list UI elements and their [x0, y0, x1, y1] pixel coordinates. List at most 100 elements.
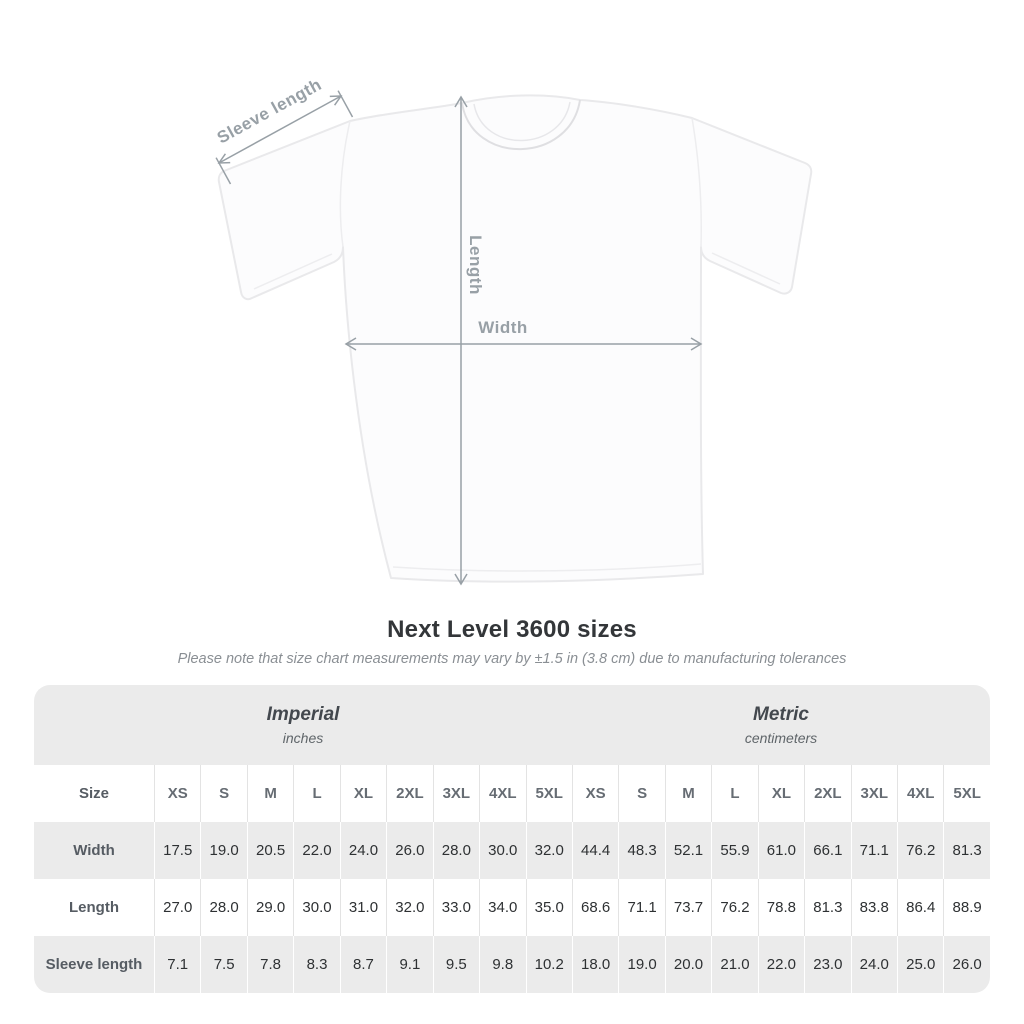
value-cell: 19.0	[618, 936, 664, 993]
size-cell: 2XL	[386, 765, 432, 822]
value-cell: 26.0	[386, 822, 432, 879]
unit-header-band: Imperial inches Metric centimeters	[34, 685, 990, 765]
value-cell: 55.9	[711, 822, 757, 879]
value-cell: 68.6	[571, 879, 618, 936]
value-cell: 52.1	[664, 822, 711, 879]
value-cell: 86.4	[897, 879, 943, 936]
value-cell: 88.9	[943, 879, 989, 936]
value-cell: 8.3	[293, 936, 339, 993]
size-cell: S	[618, 765, 664, 822]
size-table-grid: Size XS S M L XL 2XL 3XL 4XL 5XL XS S M L XL 2XL 3XL 4XL 5…	[34, 765, 990, 993]
size-cell: L	[293, 765, 339, 822]
value-cell: 9.1	[386, 936, 432, 993]
value-cell: 26.0	[943, 936, 989, 993]
width-label: Width	[478, 318, 528, 337]
size-cell: 4XL	[897, 765, 943, 822]
size-cell: XS	[154, 765, 200, 822]
value-cell: 17.5	[154, 822, 200, 879]
row-label: Size	[78, 785, 109, 802]
value-cell: 29.0	[246, 879, 293, 936]
table-header-row: Size XS S M L XL 2XL 3XL 4XL 5XL XS S M L XL 2XL 3XL 4XL 5…	[34, 765, 990, 822]
value-cell: 7.8	[246, 936, 293, 993]
value-cell: 20.0	[664, 936, 711, 993]
value-cell: 30.0	[293, 879, 339, 936]
value-cell: 35.0	[525, 879, 572, 936]
value-cell: 33.0	[432, 879, 479, 936]
imperial-label: Imperial	[266, 704, 340, 725]
length-arrow	[454, 95, 468, 586]
value-cell: 31.0	[339, 879, 386, 936]
size-cell: M	[246, 765, 293, 822]
size-cell: XL	[757, 765, 804, 822]
value-cell: 32.0	[386, 879, 432, 936]
value-cell: 78.8	[757, 879, 804, 936]
sleeve-length-arrow	[215, 90, 354, 185]
value-cell: 27.0	[154, 879, 200, 936]
tolerance-note: Please note that size chart measurements…	[177, 651, 847, 667]
table-row: Length 27.0 28.0 29.0 30.0 31.0 32.0 33.0 34.0 35…	[34, 879, 990, 936]
value-cell: 81.3	[804, 879, 850, 936]
size-cell: S	[200, 765, 246, 822]
length-label: Length	[466, 235, 485, 295]
value-cell: 34.0	[479, 879, 525, 936]
imperial-unit-header: Imperial inches	[34, 685, 572, 765]
value-cell: 71.1	[850, 822, 897, 879]
size-table: Imperial inches Metric centimeters Size X…	[34, 685, 990, 993]
value-cell: 24.0	[339, 822, 386, 879]
value-cell: 28.0	[432, 822, 479, 879]
value-cell: 30.0	[479, 822, 525, 879]
value-cell: 21.0	[711, 936, 757, 993]
value-cell: 83.8	[850, 879, 897, 936]
value-cell: 32.0	[525, 822, 572, 879]
value-cell: 61.0	[757, 822, 804, 879]
size-cell: 5XL	[943, 765, 989, 822]
row-label: Width	[73, 842, 115, 859]
value-cell: 22.0	[757, 936, 804, 993]
value-cell: 71.1	[618, 879, 664, 936]
value-cell: 28.0	[200, 879, 246, 936]
size-cell: 3XL	[850, 765, 897, 822]
row-label: Length	[69, 899, 119, 916]
value-cell: 22.0	[293, 822, 339, 879]
value-cell: 48.3	[618, 822, 664, 879]
size-cell: M	[664, 765, 711, 822]
size-cell: L	[711, 765, 757, 822]
value-cell: 20.5	[246, 822, 293, 879]
value-cell: 7.1	[154, 936, 200, 993]
imperial-sublabel: inches	[282, 730, 324, 746]
metric-label: Metric	[753, 704, 809, 725]
value-cell: 76.2	[897, 822, 943, 879]
metric-unit-header: Metric centimeters	[572, 685, 990, 765]
size-cell: XS	[571, 765, 618, 822]
value-cell: 9.5	[432, 936, 479, 993]
value-cell: 18.0	[571, 936, 618, 993]
row-label: Sleeve length	[45, 956, 143, 973]
value-cell: 44.4	[571, 822, 618, 879]
value-cell: 8.7	[339, 936, 386, 993]
size-cell: 4XL	[479, 765, 525, 822]
tshirt-measurement-diagram: Sleeve length Length Width	[214, 75, 813, 586]
heading-block: Next Level 3600 sizes Please note that s…	[0, 616, 1024, 667]
tshirt-graphic	[217, 94, 813, 583]
value-cell: 10.2	[525, 936, 572, 993]
table-row: Width 17.5 19.0 20.5 22.0 24.0 26.0 28.0 30.0 32.…	[34, 822, 990, 879]
size-cell: 5XL	[525, 765, 572, 822]
value-cell: 24.0	[850, 936, 897, 993]
size-cell: XL	[339, 765, 386, 822]
value-cell: 9.8	[479, 936, 525, 993]
page-title: Next Level 3600 sizes	[387, 616, 637, 643]
value-cell: 25.0	[897, 936, 943, 993]
value-cell: 76.2	[711, 879, 757, 936]
value-cell: 66.1	[804, 822, 850, 879]
width-arrow	[344, 337, 703, 351]
value-cell: 7.5	[200, 936, 246, 993]
size-cell: 3XL	[432, 765, 479, 822]
size-cell: 2XL	[804, 765, 850, 822]
value-cell: 19.0	[200, 822, 246, 879]
value-cell: 81.3	[943, 822, 989, 879]
value-cell: 73.7	[664, 879, 711, 936]
value-cell: 23.0	[804, 936, 850, 993]
metric-sublabel: centimeters	[744, 730, 818, 746]
table-row: Sleeve length 7.1 7.5 7.8 8.3 8.7 9.1 9.5 9.8 10.…	[34, 936, 990, 993]
